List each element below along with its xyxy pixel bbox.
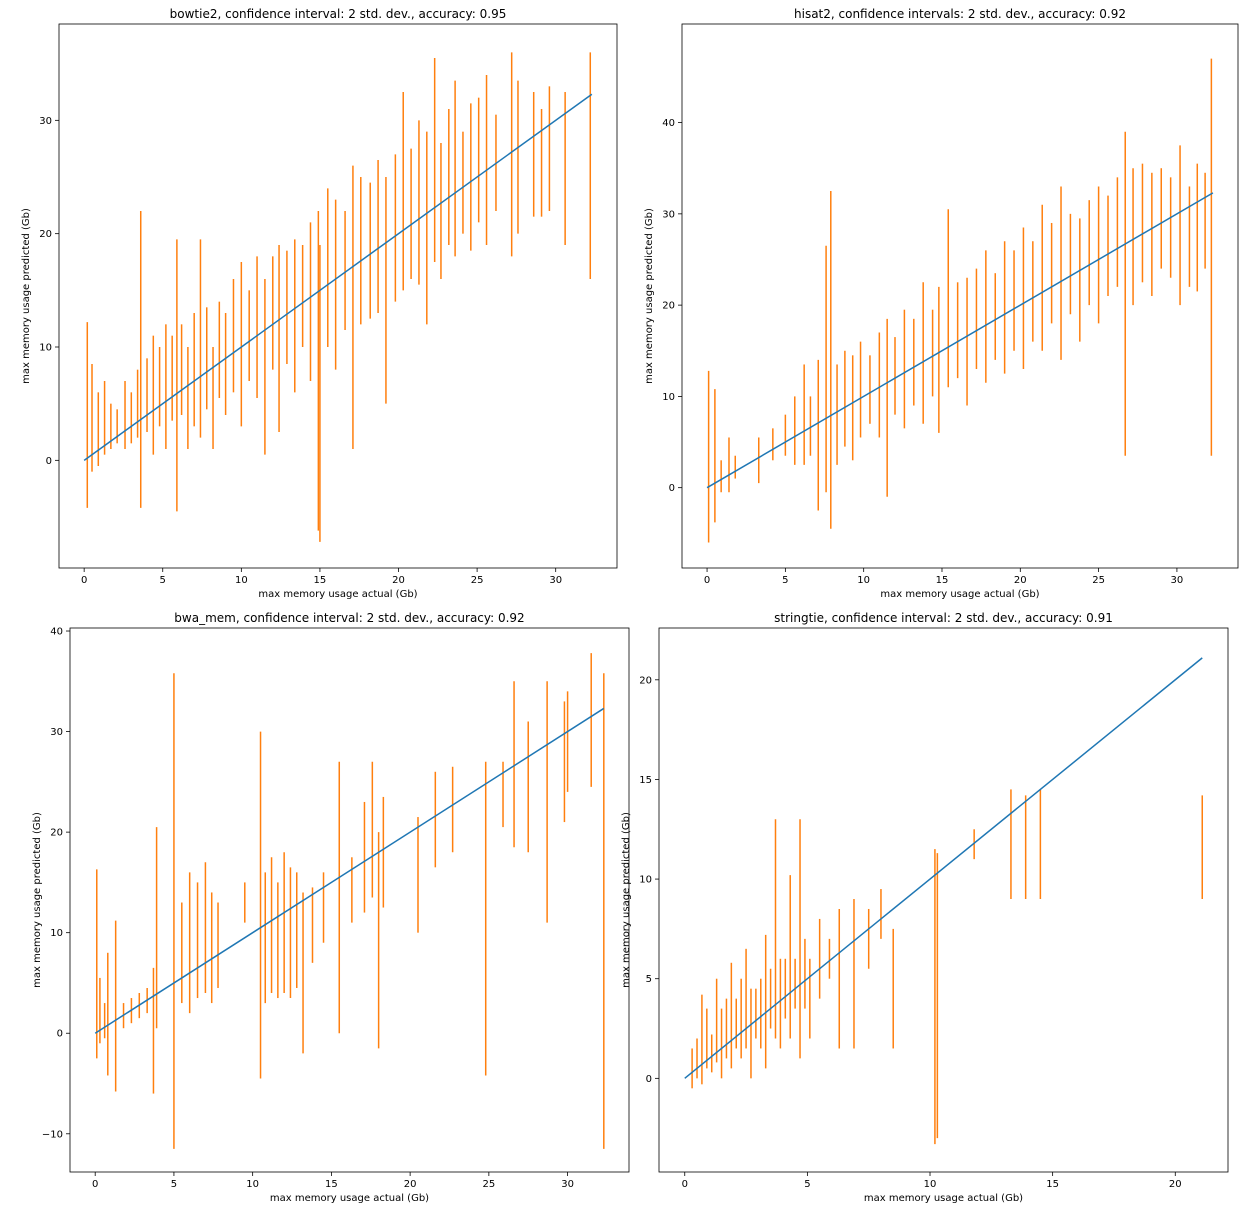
fit-line bbox=[684, 657, 1203, 1079]
x-tick-label: 15 bbox=[936, 575, 949, 586]
x-axis-label: max memory usage actual (Gb) bbox=[258, 589, 417, 600]
x-tick-label: 10 bbox=[246, 1179, 259, 1190]
fit-line bbox=[83, 93, 593, 461]
y-tick-label: 40 bbox=[662, 118, 675, 129]
y-tick-label: −10 bbox=[42, 1129, 63, 1140]
x-tick-label: 0 bbox=[682, 1179, 688, 1190]
interval-group bbox=[96, 653, 605, 1149]
chart-title: bowtie2, confidence interval: 2 std. dev… bbox=[170, 7, 507, 21]
axes-frame bbox=[58, 23, 618, 569]
x-tick-label: 25 bbox=[482, 1179, 495, 1190]
interval-group bbox=[691, 789, 1203, 1145]
y-tick-label: 20 bbox=[50, 828, 63, 839]
x-tick-label: 15 bbox=[314, 575, 327, 586]
axes-frame bbox=[69, 627, 630, 1173]
x-axis-label: max memory usage actual (Gb) bbox=[880, 589, 1039, 600]
subplot-1: 0 5 10 15 20 25 30 0 10 20 30 bowtie2, confidence i… bbox=[21, 7, 618, 600]
x-tick-label: 20 bbox=[1014, 575, 1027, 586]
fit-line bbox=[706, 192, 1214, 489]
x-tick-label: 5 bbox=[782, 575, 788, 586]
x-tick-label: 20 bbox=[392, 575, 405, 586]
x-tick-label: 5 bbox=[171, 1179, 177, 1190]
chart-title: stringtie, confidence interval: 2 std. d… bbox=[774, 611, 1113, 625]
y-tick-label: 20 bbox=[662, 301, 675, 312]
y-tick-label: 40 bbox=[50, 627, 63, 638]
axes-frame bbox=[681, 23, 1239, 569]
y-tick-label: 20 bbox=[39, 229, 52, 240]
x-tick-label: 15 bbox=[1046, 1179, 1059, 1190]
axes-frame bbox=[658, 627, 1229, 1173]
y-tick-label: 20 bbox=[639, 675, 652, 686]
x-tick-label: 30 bbox=[549, 575, 562, 586]
y-axis-label: max memory usage predicted (Gb) bbox=[21, 208, 32, 384]
chart-title: bwa_mem, confidence interval: 2 std. dev… bbox=[174, 611, 524, 625]
x-tick-label: 5 bbox=[160, 575, 166, 586]
fit-line bbox=[94, 707, 605, 1034]
x-axis-label: max memory usage actual (Gb) bbox=[864, 1193, 1023, 1204]
y-tick-label: 10 bbox=[639, 875, 652, 886]
y-tick-label: 10 bbox=[50, 928, 63, 939]
y-tick-label: 30 bbox=[662, 209, 675, 220]
y-tick-label: 5 bbox=[646, 974, 652, 985]
x-tick-label: 0 bbox=[92, 1179, 98, 1190]
x-tick-label: 25 bbox=[1092, 575, 1105, 586]
x-tick-label: 0 bbox=[81, 575, 87, 586]
x-tick-label: 5 bbox=[804, 1179, 810, 1190]
x-tick-label: 10 bbox=[924, 1179, 937, 1190]
x-tick-label: 10 bbox=[857, 575, 870, 586]
x-axis-label: max memory usage actual (Gb) bbox=[270, 1193, 429, 1204]
interval-group bbox=[707, 58, 1213, 543]
chart-title: hisat2, confidence intervals: 2 std. dev… bbox=[794, 7, 1126, 21]
x-tick-label: 10 bbox=[235, 575, 248, 586]
y-tick-label: 30 bbox=[39, 116, 52, 127]
y-axis-label: max memory usage predicted (Gb) bbox=[621, 812, 632, 988]
x-tick-label: 30 bbox=[561, 1179, 574, 1190]
y-tick-label: 15 bbox=[639, 775, 652, 786]
y-tick-label: 30 bbox=[50, 727, 63, 738]
y-axis-label: max memory usage predicted (Gb) bbox=[644, 208, 655, 384]
y-tick-label: 0 bbox=[669, 483, 675, 494]
x-tick-label: 30 bbox=[1171, 575, 1184, 586]
x-tick-label: 15 bbox=[325, 1179, 338, 1190]
x-tick-label: 25 bbox=[471, 575, 484, 586]
subplot-3: 0 5 10 15 20 25 30 −10 0 10 20 30 40 bwa_mem, confide… bbox=[32, 611, 630, 1204]
y-tick-label: 0 bbox=[646, 1074, 652, 1085]
interval-group bbox=[86, 52, 592, 542]
subplot-4: 0 5 10 15 20 0 5 10 15 20 stringtie, confidence in… bbox=[621, 611, 1229, 1204]
subplot-2: 0 5 10 15 20 25 30 0 10 20 30 40 hisat2, confidence … bbox=[644, 7, 1239, 600]
y-tick-label: 10 bbox=[662, 392, 675, 403]
x-tick-label: 20 bbox=[404, 1179, 417, 1190]
y-axis-label: max memory usage predicted (Gb) bbox=[32, 812, 43, 988]
y-tick-label: 0 bbox=[46, 456, 52, 467]
y-tick-label: 10 bbox=[39, 343, 52, 354]
x-tick-label: 20 bbox=[1169, 1179, 1182, 1190]
x-tick-label: 0 bbox=[704, 575, 710, 586]
y-tick-label: 0 bbox=[57, 1029, 63, 1040]
